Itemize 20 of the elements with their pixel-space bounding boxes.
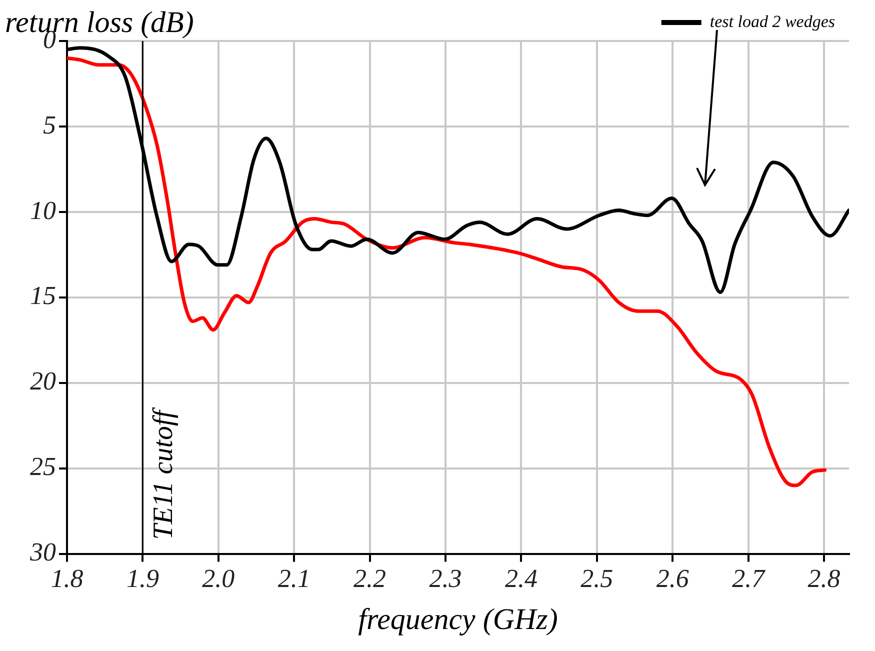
y-tick-label: 10	[30, 196, 56, 225]
x-tick-label: 2.2	[354, 564, 386, 594]
y-tick-label: 20	[30, 366, 56, 396]
x-axis-title: frequency (GHz)	[358, 602, 558, 636]
x-tick-label: 2.5	[580, 564, 614, 594]
x-tick-label: 2.8	[808, 564, 840, 594]
x-tick-label: 2.4	[504, 564, 538, 594]
y-tick-label: 30	[29, 538, 56, 567]
y-tick-label: 25	[30, 452, 56, 482]
x-tick-label: 2.7	[732, 564, 766, 594]
x-tick-label: 2.6	[656, 564, 689, 594]
x-tick-label: 2.0	[202, 564, 235, 594]
x-tick-label: 1.8	[50, 564, 84, 594]
legend-label: test load 2 wedges	[710, 12, 836, 31]
x-tick-label: 2.3	[429, 564, 462, 594]
x-tick-label: 1.9	[126, 564, 159, 594]
ref-line-label: TE11 cutoff	[148, 407, 180, 540]
y-tick-label: 15	[30, 281, 56, 310]
y-tick-label: 5	[43, 110, 56, 140]
x-tick-label: 2.1	[278, 564, 310, 594]
